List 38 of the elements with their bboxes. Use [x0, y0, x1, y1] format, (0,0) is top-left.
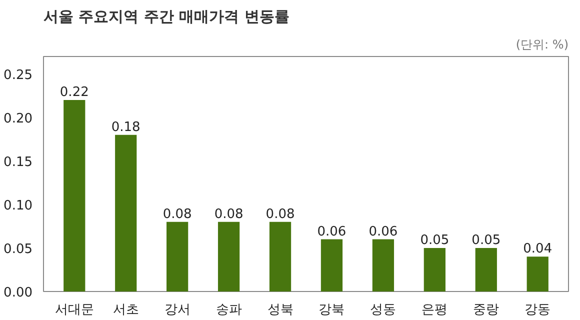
- x-tick-label: 강동: [524, 302, 551, 318]
- bar: [424, 248, 446, 292]
- x-tick-label: 중랑: [473, 302, 500, 318]
- data-label: 0.06: [368, 224, 398, 240]
- y-tick-label: 0.05: [4, 242, 33, 257]
- x-tick-label: 서초: [112, 302, 139, 318]
- data-label: 0.22: [60, 85, 89, 100]
- data-label: 0.05: [420, 232, 450, 248]
- data-label: 0.08: [162, 206, 192, 222]
- x-tick-label: 송파: [216, 302, 242, 318]
- data-label: 0.08: [266, 206, 295, 222]
- x-tick-label: 성북: [267, 302, 294, 318]
- x-tick-label: 은평: [422, 302, 448, 318]
- x-tick-label: 성동: [370, 302, 396, 318]
- data-label: 0.08: [214, 206, 244, 222]
- bar: [526, 256, 548, 292]
- bar: [64, 100, 86, 292]
- chart-title: 서울 주요지역 주간 매매가격 변동률: [44, 8, 290, 26]
- bar: [218, 222, 240, 292]
- x-tick-label: 서대문: [54, 302, 94, 318]
- bar: [269, 222, 292, 292]
- y-tick-label: 0.20: [4, 111, 33, 126]
- text: (단위: %): [516, 38, 568, 52]
- data-label: 0.18: [111, 120, 140, 135]
- bar: [320, 239, 343, 292]
- y-tick-label: 0.15: [4, 154, 33, 170]
- data-label: 0.04: [523, 242, 552, 257]
- y-tick-label: 0.25: [4, 68, 33, 83]
- bar: [372, 239, 394, 292]
- data-label: 0.06: [317, 224, 346, 240]
- bar: [115, 134, 137, 292]
- data-label: 0.05: [472, 232, 501, 248]
- y-tick-label: 0.00: [4, 286, 33, 300]
- x-tick-label: 강서: [164, 302, 190, 318]
- bar: [166, 222, 188, 292]
- x-tick-label: 강북: [318, 302, 345, 318]
- y-tick-label: 0.10: [4, 198, 33, 214]
- bar: [475, 248, 497, 292]
